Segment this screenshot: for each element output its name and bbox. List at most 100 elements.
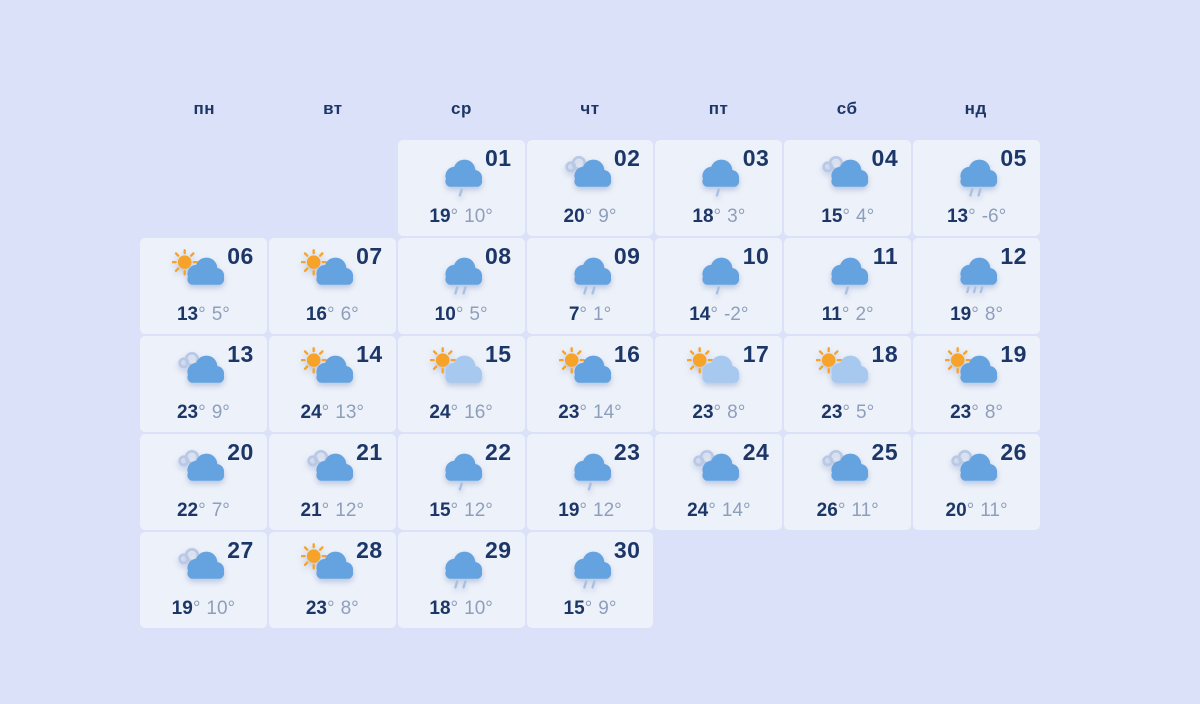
day-temperatures: 15° 4° xyxy=(784,206,911,228)
day-temperatures: 26° 11° xyxy=(784,500,911,522)
day-number: 22 xyxy=(484,439,512,465)
low-temp: 5° xyxy=(469,304,488,325)
low-temp: 11° xyxy=(980,500,1008,521)
day-cell-28[interactable]: 28 23° 8° xyxy=(268,532,396,628)
day-cell-05[interactable]: 05 13° -6° xyxy=(913,140,1040,236)
day-cell-27[interactable]: 27 19° 10° xyxy=(140,532,267,628)
day-cell-25[interactable]: 25 26° 11° xyxy=(784,434,912,530)
day-cell-30[interactable]: 30 15° 9° xyxy=(526,532,654,628)
high-temp: 19 xyxy=(171,598,193,619)
day-cell-10[interactable]: 10 14° -2° xyxy=(655,238,783,334)
day-cell-21[interactable]: 21 21° 12° xyxy=(268,434,396,530)
rain-cloud-icon xyxy=(687,249,745,297)
degree-symbol: ° xyxy=(198,500,206,521)
day-cell-02[interactable]: 02 20° 9° xyxy=(526,140,654,236)
high-temp: 10 xyxy=(434,304,456,325)
weekday-header-вт: вт xyxy=(323,99,343,118)
sun-behind-cloud-icon xyxy=(172,249,230,297)
day-cell-15[interactable]: 15 24° 16° xyxy=(397,336,525,432)
day-cell-18[interactable]: 18 23° 5° xyxy=(784,336,912,432)
day-cell-29[interactable]: 29 18° 10° xyxy=(397,532,525,628)
calendar-grid: 01 19° 10° 02 20° 9° 03 18° 3° 04 15° 4° 05 13° -6° 06 1… xyxy=(140,140,1040,628)
day-number: 01 xyxy=(484,145,512,171)
day-cell-22[interactable]: 22 15° 12° xyxy=(397,434,525,530)
sun-behind-light-cloud-icon xyxy=(429,347,488,395)
low-temp: 10° xyxy=(464,206,493,227)
day-cell-01[interactable]: 01 19° 10° xyxy=(397,140,525,236)
day-cell-12[interactable]: 12 19° 8° xyxy=(913,238,1040,334)
day-number: 24 xyxy=(742,439,770,465)
day-cell-16[interactable]: 16 23° 14° xyxy=(526,336,654,432)
low-temp: 14° xyxy=(721,500,751,521)
low-temp: 8° xyxy=(984,402,1004,423)
day-cell-14[interactable]: 14 24° 13° xyxy=(268,336,396,432)
sun-behind-cloud-icon xyxy=(300,543,359,591)
day-cell-13[interactable]: 13 23° 9° xyxy=(140,336,267,432)
low-temp: 12° xyxy=(335,500,365,521)
day-cell-03[interactable]: 03 18° 3° xyxy=(655,140,783,236)
day-cell-04[interactable]: 04 15° 4° xyxy=(784,140,912,236)
day-temperatures: 23° 14° xyxy=(527,402,654,424)
clouds-icon xyxy=(172,543,230,591)
clouds-icon xyxy=(172,347,230,395)
high-temp: 15 xyxy=(563,598,585,619)
day-cell-20[interactable]: 20 22° 7° xyxy=(140,434,267,530)
rain-cloud-icon xyxy=(945,151,1003,199)
degree-symbol: ° xyxy=(198,304,206,325)
rain-cloud-icon xyxy=(430,543,488,591)
day-cell-24[interactable]: 24 24° 14° xyxy=(655,434,783,530)
high-temp: 26 xyxy=(816,500,838,521)
rain-cloud-icon xyxy=(430,151,488,199)
day-cell-19[interactable]: 19 23° 8° xyxy=(913,336,1040,432)
degree-symbol: ° xyxy=(450,206,459,227)
low-temp: 1° xyxy=(593,304,612,325)
high-temp: 7 xyxy=(568,304,580,325)
degree-symbol: ° xyxy=(579,500,587,521)
day-temperatures: 23° 8° xyxy=(269,598,396,620)
day-number: 10 xyxy=(742,243,770,269)
high-temp: 24 xyxy=(300,402,322,423)
day-cell-09[interactable]: 09 7° 1° xyxy=(526,238,654,334)
sun-behind-light-cloud-icon xyxy=(816,347,874,395)
clouds-icon xyxy=(816,445,874,493)
high-temp: 23 xyxy=(692,402,714,423)
low-temp: 12° xyxy=(464,500,493,521)
degree-symbol: ° xyxy=(710,304,718,325)
degree-symbol: ° xyxy=(450,598,459,619)
high-temp: 20 xyxy=(563,206,585,227)
degree-symbol: ° xyxy=(321,402,330,423)
low-temp: 9° xyxy=(598,206,617,227)
high-temp: 23 xyxy=(950,402,972,423)
day-cell-07[interactable]: 07 16° 6° xyxy=(268,238,396,334)
day-number: 08 xyxy=(484,243,512,269)
low-temp: 6° xyxy=(340,304,359,325)
day-cell-23[interactable]: 23 19° 12° xyxy=(526,434,654,530)
degree-symbol: ° xyxy=(450,500,459,521)
rain-cloud-icon xyxy=(430,249,488,297)
day-number: 21 xyxy=(356,439,383,465)
day-cell-08[interactable]: 08 10° 5° xyxy=(397,238,525,334)
high-temp: 23 xyxy=(305,598,327,619)
day-number: 07 xyxy=(356,243,383,269)
day-cell-26[interactable]: 26 20° 11° xyxy=(913,434,1040,530)
degree-symbol: ° xyxy=(584,206,593,227)
day-cell-11[interactable]: 11 11° 2° xyxy=(784,238,912,334)
high-temp: 18 xyxy=(692,206,714,227)
day-temperatures: 24° 14° xyxy=(655,500,782,522)
clouds-icon xyxy=(172,445,230,493)
day-temperatures: 18° 10° xyxy=(398,598,525,620)
day-number: 02 xyxy=(613,145,641,171)
degree-symbol: ° xyxy=(326,304,335,325)
clouds-icon xyxy=(816,151,874,199)
low-temp: 5° xyxy=(211,304,230,325)
day-cell-17[interactable]: 17 23° 8° xyxy=(655,336,783,432)
low-temp: 11° xyxy=(851,500,879,521)
day-temperatures: 20° 9° xyxy=(527,206,654,228)
high-temp: 14 xyxy=(689,304,711,325)
degree-symbol: ° xyxy=(713,206,722,227)
high-temp: 24 xyxy=(687,500,709,521)
day-cell-06[interactable]: 06 13° 5° xyxy=(140,238,267,334)
low-temp: 2° xyxy=(855,304,874,325)
degree-symbol: ° xyxy=(966,500,975,521)
